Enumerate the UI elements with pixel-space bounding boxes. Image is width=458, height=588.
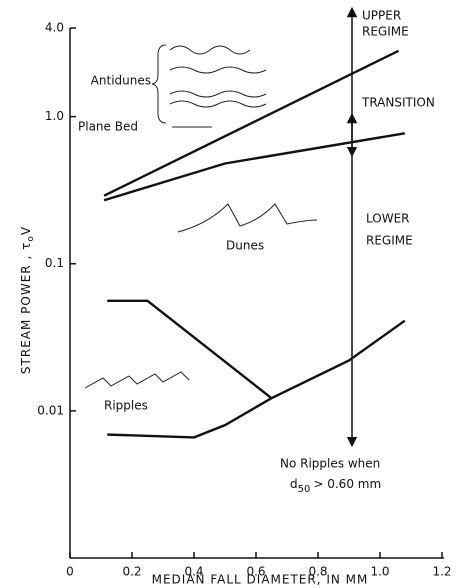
antidune-sketch bbox=[169, 45, 251, 55]
annotation-part: 50 bbox=[298, 484, 311, 495]
y-axis-label: STREAM POWER , τoV bbox=[19, 226, 36, 374]
annotation: Antidunes bbox=[91, 74, 151, 88]
annotation: TRANSITION bbox=[361, 96, 435, 110]
annotation: Ripples bbox=[104, 399, 148, 413]
x-axis-label: MEDIAN FALL DIAMETER, IN MM bbox=[152, 573, 369, 587]
dune-sketch bbox=[177, 203, 318, 233]
data-line bbox=[103, 132, 405, 202]
annotation: REGIME bbox=[362, 25, 409, 39]
ripple-sketch bbox=[84, 371, 190, 389]
y-tick-label: 4.0 bbox=[45, 21, 64, 35]
y-axis-label-part: o bbox=[26, 235, 36, 242]
x-tick-label: 0 bbox=[66, 565, 74, 579]
data-line bbox=[103, 49, 400, 197]
annotation: LOWER bbox=[366, 212, 410, 226]
bedform-sketches bbox=[84, 44, 318, 389]
annotation: Plane Bed bbox=[78, 120, 138, 134]
antidune-sketch bbox=[169, 66, 267, 74]
y-tick-label: 0.1 bbox=[45, 256, 64, 270]
annotation: UPPER bbox=[362, 9, 401, 23]
annotation: Dunes bbox=[226, 239, 264, 253]
annotation: REGIME bbox=[366, 234, 413, 248]
x-tick-label: 0.6 bbox=[246, 565, 265, 579]
annotation-part: d bbox=[290, 477, 298, 491]
x-tick-label: 0.8 bbox=[308, 565, 327, 579]
y-tick-label: 1.0 bbox=[45, 109, 64, 123]
brace bbox=[151, 44, 167, 124]
y-axis-label-part: V bbox=[19, 226, 33, 235]
data-line bbox=[107, 299, 273, 400]
data-line bbox=[107, 319, 406, 439]
x-tick-label: 1.2 bbox=[432, 565, 451, 579]
y-tick-label: 0.01 bbox=[37, 403, 64, 417]
antidune-sketch bbox=[169, 100, 267, 108]
annotation: No Ripples when bbox=[280, 457, 380, 471]
y-axis-label-part: STREAM POWER , τ bbox=[19, 242, 33, 374]
antidune-sketch bbox=[169, 90, 267, 98]
x-tick-label: 1.0 bbox=[370, 565, 389, 579]
x-tick-label: 0.4 bbox=[184, 565, 203, 579]
annotation: d50 > 0.60 mm bbox=[290, 477, 381, 496]
annotation-part: > 0.60 mm bbox=[313, 477, 381, 491]
x-tick-label: 0.2 bbox=[122, 565, 141, 579]
